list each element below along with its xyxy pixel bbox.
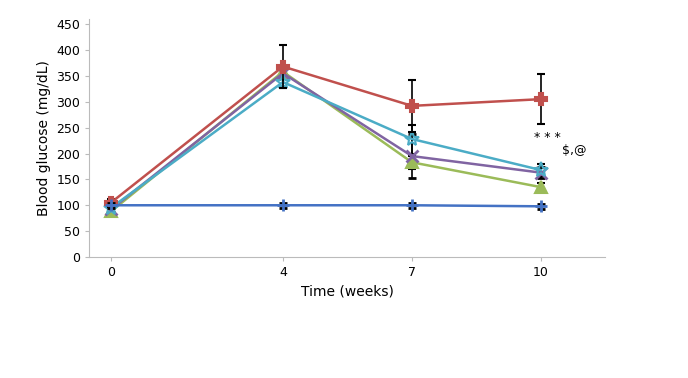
- Text: * * *: * * *: [535, 131, 561, 144]
- Text: $,@: $,@: [563, 144, 587, 157]
- Y-axis label: Blood glucose (mg/dL): Blood glucose (mg/dL): [37, 60, 51, 216]
- X-axis label: Time (weeks): Time (weeks): [301, 285, 394, 299]
